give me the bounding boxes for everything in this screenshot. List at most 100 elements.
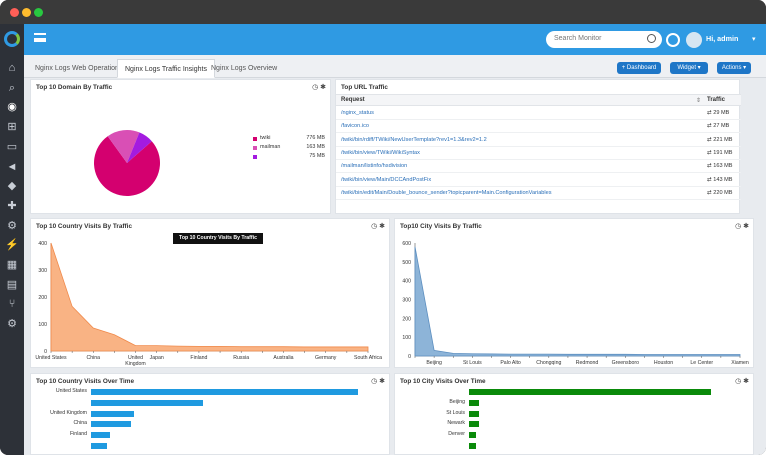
panel-controls-icon[interactable]: ◷ ✱ [312,84,326,91]
panel-controls-icon[interactable]: ◷ ✱ [735,378,749,385]
y-tick-label: 500 [402,260,411,266]
request-link[interactable]: /mailman/listinfo/hsdivision [341,163,408,170]
pie-slice[interactable] [127,132,152,163]
bar[interactable] [469,421,479,428]
tab-bar: Nginx Logs Web Operations Nginx Logs Tra… [24,55,766,78]
legend-value: 776 MB [306,135,325,141]
bar[interactable] [91,421,132,428]
y-tick-label: 300 [402,298,411,304]
x-tick-label: China [86,355,100,361]
bar[interactable] [469,410,479,417]
series-area[interactable] [414,246,741,357]
search-icon[interactable]: ⌕ [8,81,16,94]
y-tick-label: 600 [402,241,411,247]
request-link[interactable]: /nginx_status [341,110,374,116]
table-row[interactable]: /twiki/bin/rdiff/TWiki/NewUserTemplate?r… [336,134,741,147]
lightning-icon[interactable]: ⚡ [5,239,19,252]
x-tick-label: United [128,355,143,361]
request-link[interactable]: /twiki/bin/rdiff/TWiki/NewUserTemplate?r… [341,136,487,143]
user-menu-chevron-icon[interactable]: ▾ [752,36,756,43]
sort-icon[interactable]: ⇕ [696,98,702,104]
x-tick-label: Kingdom [125,361,145,367]
traffic-column-header[interactable]: Traffic [707,97,726,103]
bar[interactable] [469,399,479,406]
tab-web-operations[interactable]: Nginx Logs Web Operations [35,65,123,72]
legend-value: 75 MB [309,153,325,159]
x-tick-label: Japan [150,355,164,361]
widget-button[interactable]: Widget ▾ [670,62,708,74]
table-row[interactable]: /nginx_status ⇄ 29 MB [336,107,741,120]
request-link[interactable]: /twiki/bin/view/Main/DCCAndPostFix [341,176,432,183]
close-window-button[interactable] [10,8,19,17]
bar[interactable] [469,389,711,395]
actions-button[interactable]: Actions ▾ [717,62,751,74]
hierarchy-icon[interactable]: ⊞ [7,121,17,134]
traffic-value: ⇄ 27 MB [707,123,730,130]
table-row[interactable]: /twiki/bin/edit/Main/Double_bounce_sende… [336,187,741,200]
support-icon[interactable] [666,33,680,47]
settings-icon[interactable]: ⚙ [7,219,17,232]
avatar[interactable] [686,32,702,48]
traffic-value: ⇄ 221 MB [707,136,733,143]
request-link[interactable]: /favicon.ico [341,123,369,130]
tab-overview[interactable]: Nginx Logs Overview [211,65,278,72]
menu-icon[interactable] [34,33,46,42]
pie-slice[interactable] [107,130,140,163]
panel-controls-icon[interactable]: ◷ ✱ [371,378,385,385]
bell-icon[interactable]: ◆ [7,180,17,193]
table-row[interactable]: /favicon.ico ⇄ 27 MB [336,120,741,134]
x-tick-label: Greensboro [612,360,640,366]
series-area[interactable] [50,242,369,352]
calendar-icon[interactable]: ▦ [6,259,18,271]
megaphone-icon[interactable]: ◄ [6,160,18,173]
request-link[interactable]: /twiki/bin/view/TWiki/WikiSyntax [341,149,420,156]
legend-item[interactable]: mailman 163 MB [253,144,325,152]
minimize-window-button[interactable] [22,8,31,17]
legend-item[interactable]: 75 MB [253,153,325,161]
panel-title: Top URL Traffic [341,84,388,91]
legend-swatch [253,137,257,141]
bar[interactable] [91,432,110,439]
url-traffic-panel: Top URL Traffic Request ⇕ Traffic /nginx… [335,79,741,214]
tab-traffic-insights[interactable]: Nginx Logs Traffic Insights [117,59,215,78]
request-link[interactable]: /twiki/bin/edit/Main/Double_bounce_sende… [341,189,552,196]
gear-icon[interactable]: ⚙ [7,318,17,331]
bar-label: Finland [69,431,87,438]
legend-value: 163 MB [306,144,325,150]
dashboard-icon[interactable]: ◉ [7,101,17,114]
x-tick-label: Germany [315,355,337,361]
maximize-window-button[interactable] [34,8,43,17]
legend-item[interactable]: twiki 776 MB [253,135,325,143]
bar[interactable] [91,389,358,395]
request-column-header[interactable]: Request [341,97,365,103]
table-row[interactable]: /twiki/bin/view/Main/DCCAndPostFix ⇄ 143 … [336,174,741,187]
city-area-chart: 0 100 200 300 400 500 600 Beijing St Louis Palo A… [402,241,749,366]
search-icon[interactable] [647,34,656,43]
panel-controls-icon[interactable]: ◷ ✱ [735,223,749,230]
flow-icon[interactable]: ⑂ [8,298,16,311]
table-row[interactable]: /mailman/listinfo/hsdivision ⇄ 163 MB [336,160,741,174]
y-tick-label: 100 [402,335,411,341]
table-row[interactable]: /twiki/bin/view/TWiki/WikiSyntax ⇄ 191 MB [336,147,741,160]
home-icon[interactable]: ⌂ [8,62,16,74]
search-box[interactable]: Search Monitor [546,31,662,48]
x-tick-label: Finland [190,355,207,361]
search-input[interactable]: Search Monitor [554,35,602,42]
y-tick-label: 300 [38,268,47,274]
country-over-time-panel: Top 10 Country Visits Over Time ◷ ✱ Unit… [30,373,390,455]
bar[interactable] [469,432,477,439]
panel-controls-icon[interactable]: ◷ ✱ [371,223,385,230]
plugin-icon[interactable]: ✚ [7,199,17,212]
bar[interactable] [91,443,108,449]
add-dashboard-button[interactable]: + Dashboard [617,62,661,74]
bar[interactable] [91,410,134,417]
pie-slice[interactable] [94,136,160,196]
traffic-value: ⇄ 163 MB [707,163,733,170]
user-greeting[interactable]: Hi, admin [706,34,739,43]
monitor-icon[interactable]: ▭ [6,140,18,153]
bar[interactable] [469,443,477,449]
bar-label: United Kingdom [50,409,87,416]
report-icon[interactable]: ▤ [6,278,18,291]
bar[interactable] [91,399,204,406]
